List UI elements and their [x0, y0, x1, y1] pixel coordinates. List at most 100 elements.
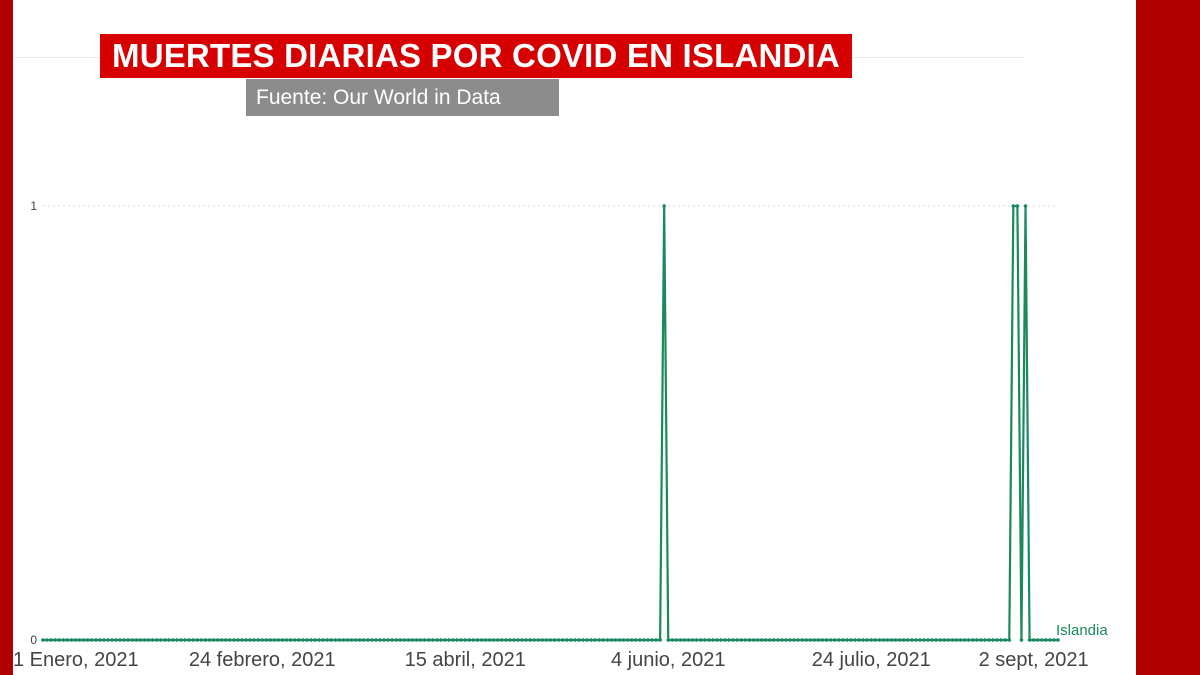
data-point [1015, 204, 1020, 208]
data-point [609, 638, 614, 642]
data-point [841, 638, 845, 642]
data-point [386, 638, 390, 642]
data-point [776, 638, 780, 642]
data-point [49, 638, 53, 642]
data-point [922, 638, 926, 642]
data-point [256, 638, 260, 642]
data-point [321, 638, 325, 642]
data-point [276, 638, 281, 642]
data-point [654, 638, 658, 642]
data-point [337, 638, 342, 642]
data-point [1048, 638, 1052, 642]
data-point [792, 638, 796, 642]
data-point [597, 638, 602, 642]
data-point [564, 638, 569, 642]
series-line-islandia [43, 204, 1058, 642]
data-point [483, 638, 488, 642]
data-point [857, 638, 861, 642]
legend-layer: Islandia [1056, 622, 1108, 639]
data-point [589, 638, 593, 642]
data-point [349, 638, 354, 642]
data-point [288, 638, 293, 642]
data-point [223, 638, 228, 642]
data-point [723, 638, 727, 642]
data-point [89, 638, 94, 642]
data-point [292, 638, 297, 642]
data-point [536, 638, 541, 642]
data-point [268, 638, 273, 642]
data-point [85, 638, 90, 642]
data-point [832, 638, 837, 642]
data-point [812, 638, 817, 642]
data-point [260, 638, 265, 642]
data-point [861, 638, 865, 642]
data-point [800, 638, 805, 642]
data-point [958, 638, 963, 642]
data-point [914, 638, 918, 642]
data-point [175, 638, 179, 642]
data-point [735, 638, 740, 642]
data-point [682, 638, 687, 642]
data-point [227, 638, 232, 642]
data-point [910, 638, 914, 642]
data-point [719, 638, 723, 642]
data-point [41, 638, 45, 642]
data-point [731, 638, 735, 642]
data-point [398, 638, 403, 642]
data-point [577, 638, 581, 642]
data-point [593, 638, 597, 642]
data-point [81, 638, 86, 642]
data-point [942, 638, 947, 642]
data-point [845, 638, 849, 642]
data-point [739, 638, 744, 642]
data-point [357, 638, 362, 642]
x-tick-label: 15 abril, 2021 [405, 649, 526, 671]
data-point [333, 638, 338, 642]
data-point [402, 638, 407, 642]
data-point [820, 638, 825, 642]
data-point [715, 638, 719, 642]
data-point [646, 638, 650, 642]
data-point [702, 638, 707, 642]
data-point [504, 638, 508, 642]
data-point [836, 638, 841, 642]
data-point [625, 638, 630, 642]
data-point [491, 638, 496, 642]
data-point [934, 638, 938, 642]
data-point [313, 638, 317, 642]
data-point [451, 638, 455, 642]
data-point [638, 638, 642, 642]
data-point [1023, 204, 1028, 208]
data-point [183, 638, 187, 642]
data-point [893, 638, 898, 642]
data-point [747, 638, 752, 642]
data-point [751, 638, 756, 642]
data-point [142, 638, 147, 642]
data-point [167, 638, 171, 642]
data-point [1031, 638, 1036, 642]
data-point [232, 638, 236, 642]
data-point [918, 638, 922, 642]
data-point [150, 638, 155, 642]
data-point [430, 638, 435, 642]
data-point [512, 638, 516, 642]
data-point [390, 638, 394, 642]
data-point [905, 638, 910, 642]
data-point [901, 638, 906, 642]
data-point [670, 638, 675, 642]
data-point [191, 638, 196, 642]
chart-title: MUERTES DIARIAS POR COVID EN ISLANDIA [100, 34, 852, 78]
data-point [560, 638, 565, 642]
data-point [694, 638, 699, 642]
data-point [1035, 638, 1040, 642]
data-point [662, 204, 666, 208]
data-point [154, 638, 159, 642]
data-point [426, 638, 431, 642]
data-point [881, 638, 886, 642]
data-point [195, 638, 200, 642]
data-point [885, 638, 890, 642]
data-point [1052, 638, 1056, 642]
data-point [301, 638, 305, 642]
data-point [581, 638, 585, 642]
